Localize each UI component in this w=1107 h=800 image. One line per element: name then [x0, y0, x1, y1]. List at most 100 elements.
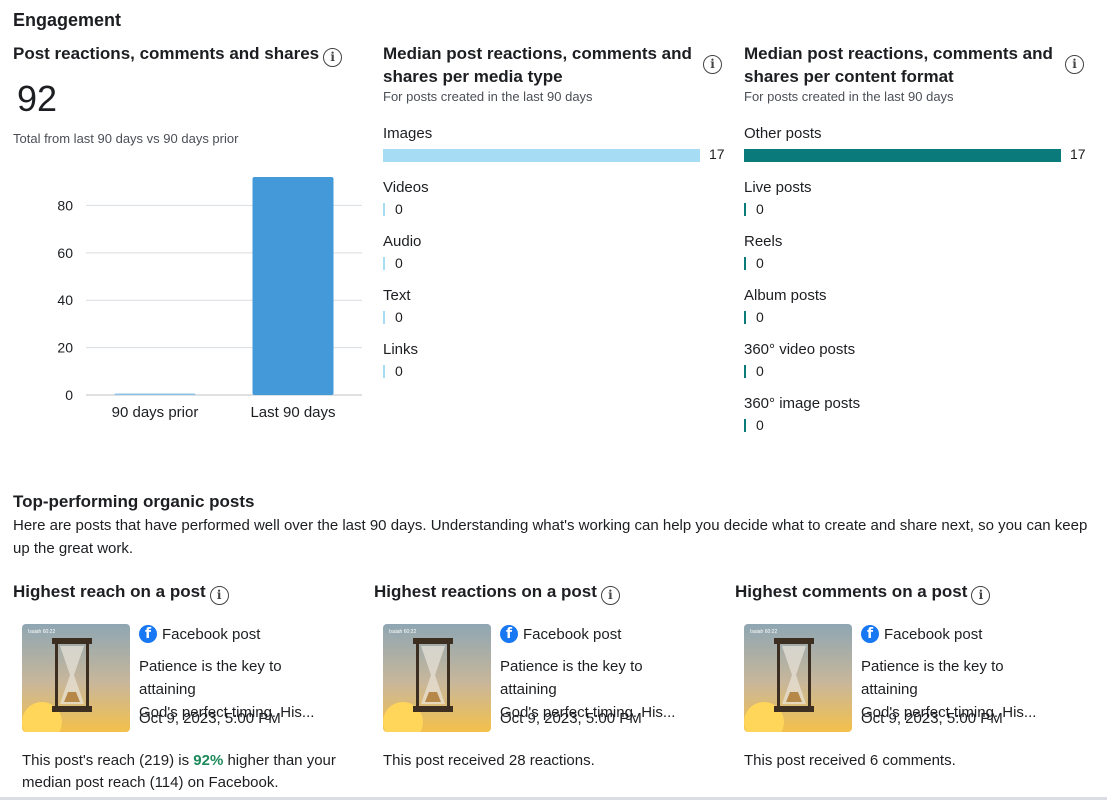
- metric-label: Live posts: [744, 179, 812, 196]
- total-panel-title: Post reactions, comments and shares i: [13, 42, 343, 67]
- metric-row: Videos 0: [383, 179, 728, 233]
- post-source: f Facebook post: [139, 625, 260, 643]
- format-panel-title-line2: shares per content format: [744, 67, 954, 86]
- post-date: Oct 9, 2023, 5:00 PM: [500, 710, 642, 727]
- media-panel-title-line1: Median post reactions, comments and: [383, 44, 692, 63]
- metric-value: 0: [395, 255, 403, 271]
- card-title-comments: Highest comments on a post i: [735, 582, 991, 605]
- metric-bar: [383, 203, 385, 216]
- metric-label: Audio: [383, 233, 422, 250]
- y-tick-label: 0: [65, 387, 73, 403]
- content-format-list: Other posts 17 Live posts 0 Reels 0 Album post…: [744, 125, 1089, 449]
- post-source-label: Facebook post: [884, 625, 983, 643]
- post-text[interactable]: Patience is the key to attaining God's p…: [139, 655, 339, 724]
- metric-row: Links 0: [383, 341, 728, 395]
- metric-bar: [744, 149, 1061, 162]
- media-panel-title-line2: shares per media type: [383, 67, 563, 86]
- metric-value: 0: [756, 255, 764, 271]
- metric-row: Album posts 0: [744, 287, 1089, 341]
- metric-row: Live posts 0: [744, 179, 1089, 233]
- metric-value: 0: [756, 309, 764, 325]
- engagement-section-title: Engagement: [13, 10, 122, 30]
- post-source: f Facebook post: [861, 625, 982, 643]
- metric-label: Videos: [383, 179, 429, 196]
- info-icon[interactable]: i: [323, 48, 343, 67]
- metric-bar: [744, 311, 746, 324]
- x-category-label: Last 90 days: [250, 404, 335, 421]
- post-text-line2: God's perfect timing. His...: [139, 704, 315, 721]
- post-text-line2: God's perfect timing. His...: [861, 704, 1037, 721]
- hourglass-image: Isaiah 60:22: [744, 624, 852, 732]
- metric-bar: [383, 149, 700, 162]
- metric-bar: [744, 257, 746, 270]
- media-panel-title: Median post reactions, comments and shar…: [383, 42, 692, 88]
- metric-bar: [744, 203, 746, 216]
- card-title-text: Highest comments on a post: [735, 582, 968, 601]
- metric-bar: [383, 257, 385, 270]
- metric-row: Text 0: [383, 287, 728, 341]
- metric-value: 0: [395, 309, 403, 325]
- post-text[interactable]: Patience is the key to attaining God's p…: [500, 655, 700, 724]
- total-panel-title-text: Post reactions, comments and shares: [13, 44, 320, 63]
- post-text[interactable]: Patience is the key to attaining God's p…: [861, 655, 1061, 724]
- post-thumbnail[interactable]: Isaiah 60:22: [383, 624, 491, 732]
- post-text-line1: Patience is the key to attaining: [500, 658, 643, 698]
- summary-text: This post's reach (219) is: [22, 752, 194, 769]
- post-thumbnail[interactable]: Isaiah 60:22: [22, 624, 130, 732]
- thumbnail-caption: Isaiah 60:22: [389, 629, 416, 635]
- metric-row: 360° image posts 0: [744, 395, 1089, 449]
- info-icon[interactable]: i: [703, 55, 722, 74]
- metric-label: 360° video posts: [744, 341, 856, 358]
- metric-value: 0: [756, 201, 764, 217]
- post-summary-reach: This post's reach (219) is 92% higher th…: [22, 750, 367, 794]
- format-panel-title: Median post reactions, comments and shar…: [744, 42, 1053, 88]
- y-tick-label: 60: [57, 245, 73, 261]
- metric-bar: [744, 419, 746, 432]
- top-posts-description: Here are posts that have performed well …: [13, 517, 1088, 557]
- x-category-label: 90 days prior: [112, 404, 199, 421]
- post-thumbnail[interactable]: Isaiah 60:22: [744, 624, 852, 732]
- info-icon[interactable]: i: [1065, 55, 1084, 74]
- top-posts-section-title: Top-performing organic posts: [13, 492, 255, 511]
- metric-label: Links: [383, 341, 419, 358]
- metric-value: 0: [756, 363, 764, 379]
- metric-value: 0: [756, 417, 764, 433]
- hourglass-image: Isaiah 60:22: [383, 624, 491, 732]
- post-summary-reactions: This post received 28 reactions.: [383, 752, 595, 769]
- metric-label: Album posts: [744, 287, 827, 304]
- metric-row: Images 17: [383, 125, 728, 179]
- thumbnail-caption: Isaiah 60:22: [28, 629, 55, 635]
- metric-value: 0: [395, 201, 403, 217]
- metric-label: Text: [383, 287, 411, 304]
- post-text-line2: God's perfect timing. His...: [500, 704, 676, 721]
- card-title-text: Highest reactions on a post: [374, 582, 597, 601]
- format-panel-title-line1: Median post reactions, comments and: [744, 44, 1053, 63]
- info-icon[interactable]: i: [971, 586, 991, 605]
- summary-text: higher than your median post reach (114)…: [22, 752, 336, 791]
- summary-highlight: 92%: [193, 752, 224, 769]
- metric-value: 17: [709, 146, 725, 162]
- post-date: Oct 9, 2023, 5:00 PM: [139, 710, 281, 727]
- hourglass-image: Isaiah 60:22: [22, 624, 130, 732]
- post-date: Oct 9, 2023, 5:00 PM: [861, 710, 1003, 727]
- metric-bar: [383, 311, 385, 324]
- y-tick-label: 80: [57, 197, 73, 213]
- post-source: f Facebook post: [500, 625, 621, 643]
- metric-bar: [383, 365, 385, 378]
- metric-label: 360° image posts: [744, 395, 861, 412]
- card-title-text: Highest reach on a post: [13, 582, 206, 601]
- engagement-bar-chart: 0 20 40 60 80 90 days prior Last 90 days: [57, 177, 362, 421]
- facebook-icon: f: [500, 625, 518, 643]
- metric-value: 0: [395, 363, 403, 379]
- metric-value: 17: [1070, 146, 1086, 162]
- bar: [252, 177, 334, 395]
- y-tick-label: 20: [57, 340, 73, 356]
- facebook-icon: f: [861, 625, 879, 643]
- info-icon[interactable]: i: [600, 586, 620, 605]
- post-source-label: Facebook post: [162, 625, 261, 643]
- metric-label: Other posts: [744, 125, 822, 142]
- card-title-reactions: Highest reactions on a post i: [374, 582, 620, 605]
- total-value: 92: [17, 78, 58, 119]
- info-icon[interactable]: i: [209, 586, 229, 605]
- format-panel-subtitle: For posts created in the last 90 days: [744, 89, 954, 104]
